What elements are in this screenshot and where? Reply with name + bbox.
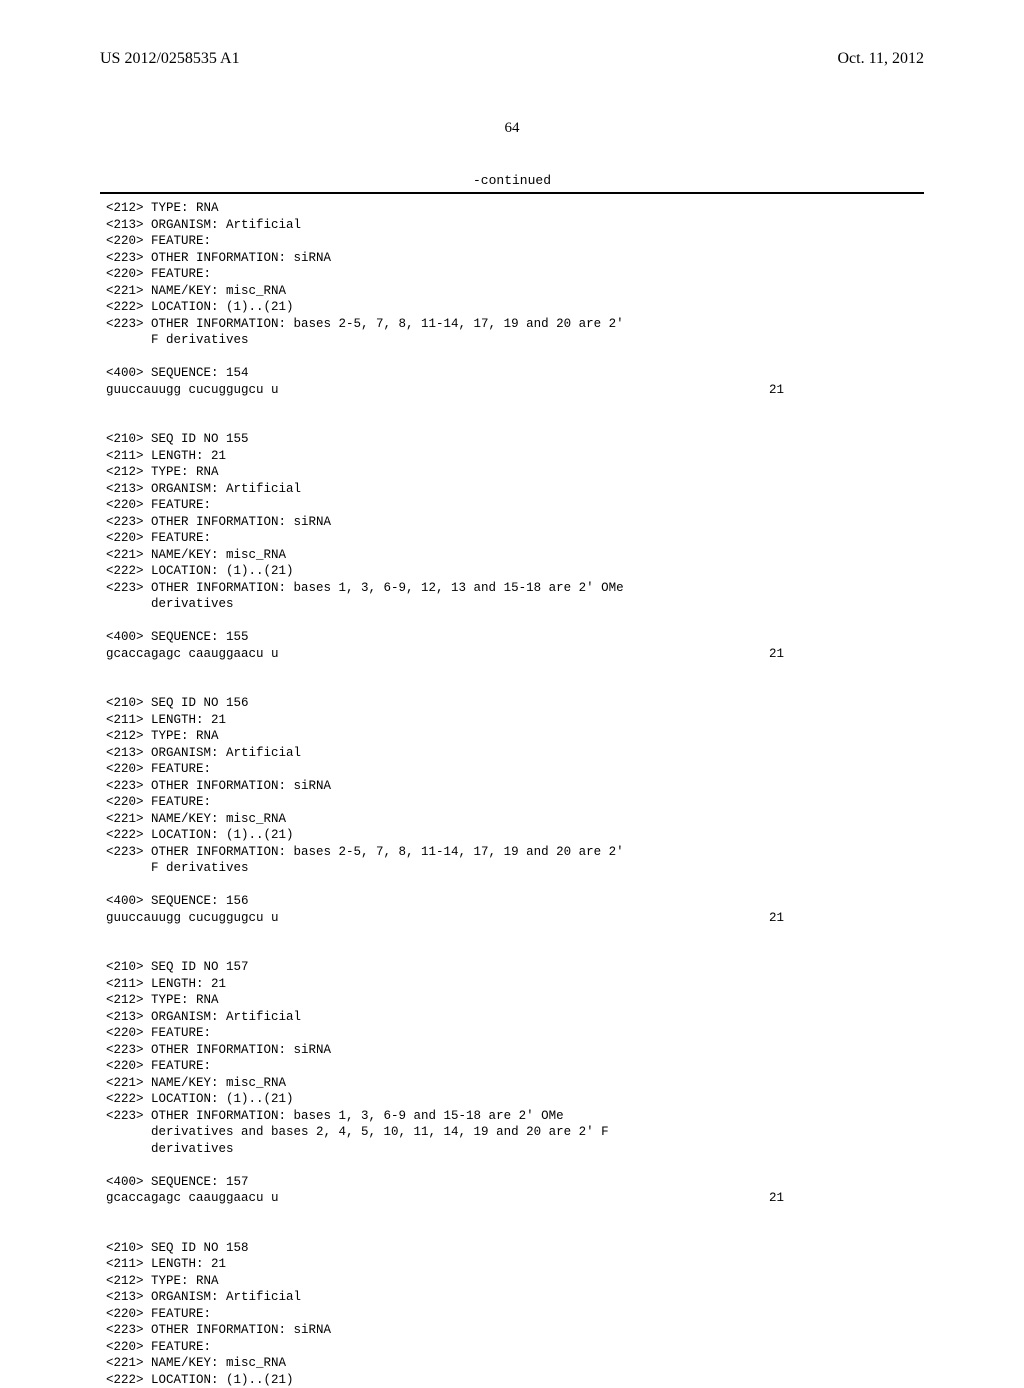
sequence-154-text: guuccauugg cucuggugcu u bbox=[106, 382, 279, 399]
page-header: US 2012/0258535 A1 Oct. 11, 2012 bbox=[100, 50, 924, 68]
sequence-157-row: gcaccagagc caauggaacu u 21 bbox=[100, 1190, 924, 1207]
page-number: 64 bbox=[100, 120, 924, 137]
sequence-155-text: gcaccagagc caauggaacu u bbox=[106, 646, 279, 663]
sequence-155-row: gcaccagagc caauggaacu u 21 bbox=[100, 646, 924, 663]
sequence-154-length: 21 bbox=[769, 382, 784, 399]
sequence-156-text: guuccauugg cucuggugcu u bbox=[106, 910, 279, 927]
sequence-156-length: 21 bbox=[769, 910, 784, 927]
continued-label: -continued bbox=[100, 173, 924, 188]
sequence-154-row: guuccauugg cucuggugcu u 21 bbox=[100, 382, 924, 399]
sequence-block-155-meta: <210> SEQ ID NO 155 <211> LENGTH: 21 <21… bbox=[100, 398, 924, 646]
patent-page: US 2012/0258535 A1 Oct. 11, 2012 64 -con… bbox=[0, 0, 1024, 1320]
sequence-block-156-meta: <210> SEQ ID NO 156 <211> LENGTH: 21 <21… bbox=[100, 662, 924, 910]
sequence-block-154-meta: <212> TYPE: RNA <213> ORGANISM: Artifici… bbox=[100, 200, 924, 382]
sequence-block-157-meta: <210> SEQ ID NO 157 <211> LENGTH: 21 <21… bbox=[100, 926, 924, 1190]
sequence-157-length: 21 bbox=[769, 1190, 784, 1207]
sequence-155-length: 21 bbox=[769, 646, 784, 663]
sequence-block-158-meta: <210> SEQ ID NO 158 <211> LENGTH: 21 <21… bbox=[100, 1207, 924, 1388]
publication-number: US 2012/0258535 A1 bbox=[100, 50, 240, 68]
sequence-156-row: guuccauugg cucuggugcu u 21 bbox=[100, 910, 924, 927]
publication-date: Oct. 11, 2012 bbox=[837, 50, 924, 68]
sequence-157-text: gcaccagagc caauggaacu u bbox=[106, 1190, 279, 1207]
divider-top bbox=[100, 192, 924, 194]
